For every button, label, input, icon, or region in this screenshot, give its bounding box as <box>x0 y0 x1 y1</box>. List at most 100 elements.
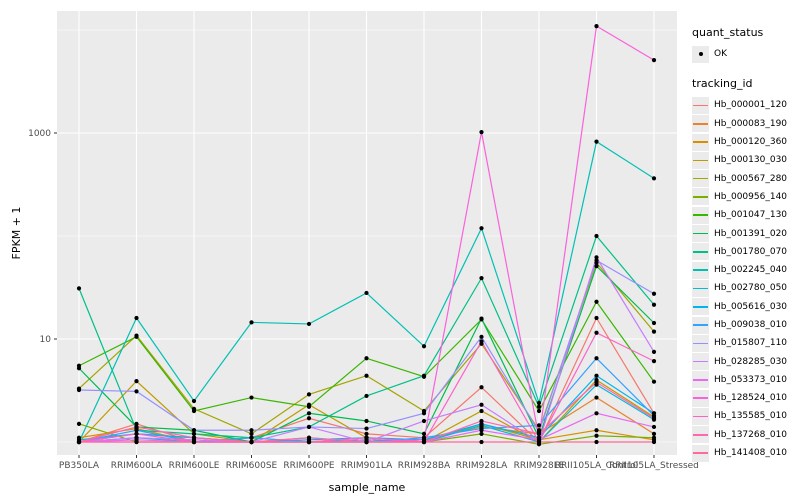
legend-entry: Hb_053373_010 <box>692 371 798 389</box>
legend-key-box <box>692 225 709 243</box>
x-tick-label: RRIM600LE <box>169 461 220 471</box>
data-point <box>651 416 657 421</box>
data-point <box>479 421 484 426</box>
line-key-icon <box>693 397 708 400</box>
data-point <box>249 395 254 400</box>
tracking-id-legend: tracking_id Hb_000001_120 Hb_000083_190 Hb… <box>692 77 798 462</box>
legend-entry: Hb_015807_110 <box>692 334 798 352</box>
data-point <box>594 299 599 304</box>
data-point <box>651 359 657 364</box>
data-point <box>249 320 254 325</box>
data-point <box>536 439 542 445</box>
data-point <box>479 130 484 135</box>
data-point <box>134 424 139 430</box>
data-point <box>306 424 312 430</box>
data-point <box>479 334 484 339</box>
data-point <box>594 258 599 263</box>
point-key-icon <box>698 52 703 57</box>
line-key-icon <box>693 177 708 180</box>
x-tick-label: RRIM600SE <box>226 461 278 471</box>
legend-key-box <box>692 170 709 188</box>
data-point <box>594 428 599 433</box>
data-point <box>594 330 599 335</box>
data-point <box>594 411 599 416</box>
data-point <box>594 315 599 321</box>
tracking-id-legend-title: tracking_id <box>692 77 753 91</box>
data-point <box>536 408 542 414</box>
data-point <box>364 431 369 436</box>
data-point <box>651 302 657 307</box>
data-point <box>421 418 427 424</box>
data-point <box>421 411 427 416</box>
x-tick-label: RRII105LA_Stressed <box>609 461 699 471</box>
data-point <box>364 356 369 361</box>
data-point <box>651 176 657 181</box>
legend-entry-label: Hb_001391_020 <box>714 228 788 239</box>
line-key-icon <box>693 415 708 418</box>
data-point <box>536 423 542 428</box>
legend-entry: Hb_128524_010 <box>692 389 798 407</box>
data-point <box>479 439 484 445</box>
data-point <box>479 428 484 433</box>
tracking-id-entries: Hb_000001_120 Hb_000083_190 Hb_000120_360 H… <box>692 96 798 462</box>
data-point <box>594 439 599 445</box>
data-point <box>306 435 312 440</box>
legend-entry: Hb_000001_120 <box>692 96 798 114</box>
data-point <box>651 424 657 430</box>
data-point <box>651 58 657 63</box>
data-point <box>76 286 82 291</box>
legend-key-box <box>692 334 709 352</box>
data-point <box>191 439 197 445</box>
data-point <box>594 24 599 29</box>
data-point <box>479 431 484 436</box>
data-point <box>364 290 369 296</box>
x-tick-label: RRIM600LA <box>111 461 163 471</box>
line-key-icon <box>693 214 708 217</box>
y-tick-label: 10 <box>40 335 52 345</box>
data-point <box>249 435 254 440</box>
x-tick-label: RRIM901LA <box>341 461 393 471</box>
data-point <box>364 393 369 399</box>
x-axis-title: sample_name <box>328 481 406 494</box>
quant-status-legend-title: quant_status <box>692 26 764 39</box>
data-point <box>306 392 312 397</box>
legend-key-box <box>692 426 709 444</box>
legend-key-box <box>692 243 709 261</box>
legend-entry: Hb_135585_010 <box>692 407 798 425</box>
data-point <box>479 418 484 424</box>
data-point <box>134 334 139 339</box>
legend-entry-label: Hb_009038_010 <box>714 320 788 330</box>
data-point <box>306 321 312 327</box>
legend-key-box <box>692 133 709 151</box>
legend-entry-label: Hb_000956_140 <box>714 191 788 202</box>
legend-key-box <box>692 96 709 114</box>
data-point <box>76 387 82 393</box>
legend-key-box <box>692 407 709 425</box>
legend-key-box <box>692 45 709 63</box>
data-point <box>364 439 369 445</box>
data-point <box>249 428 254 433</box>
legend-entry-label: Hb_001780_070 <box>714 246 788 257</box>
line-key-icon <box>693 251 708 253</box>
line-key-icon <box>693 452 708 454</box>
data-point <box>536 431 542 436</box>
data-point <box>421 373 427 378</box>
legend-key-box <box>692 206 709 224</box>
legend-entry-label: Hb_135585_010 <box>714 411 788 422</box>
data-point <box>594 395 599 400</box>
legend: quant_status OK tracking_id Hb_000001_12… <box>692 26 798 476</box>
data-point <box>479 226 484 231</box>
legend-entry-label: Hb_141408_010 <box>714 448 788 459</box>
data-point <box>651 439 657 445</box>
data-point <box>421 431 427 436</box>
line-key-icon <box>693 104 708 107</box>
data-point <box>479 339 484 344</box>
legend-entry: Hb_000120_360 <box>692 133 798 151</box>
legend-entry: Hb_009038_010 <box>692 316 798 334</box>
data-point <box>594 356 599 361</box>
legend-entry: Hb_000083_190 <box>692 115 798 133</box>
data-point <box>364 426 369 431</box>
data-point <box>536 435 542 440</box>
legend-entry-label: Hb_137268_010 <box>714 429 788 440</box>
data-point <box>76 366 82 371</box>
